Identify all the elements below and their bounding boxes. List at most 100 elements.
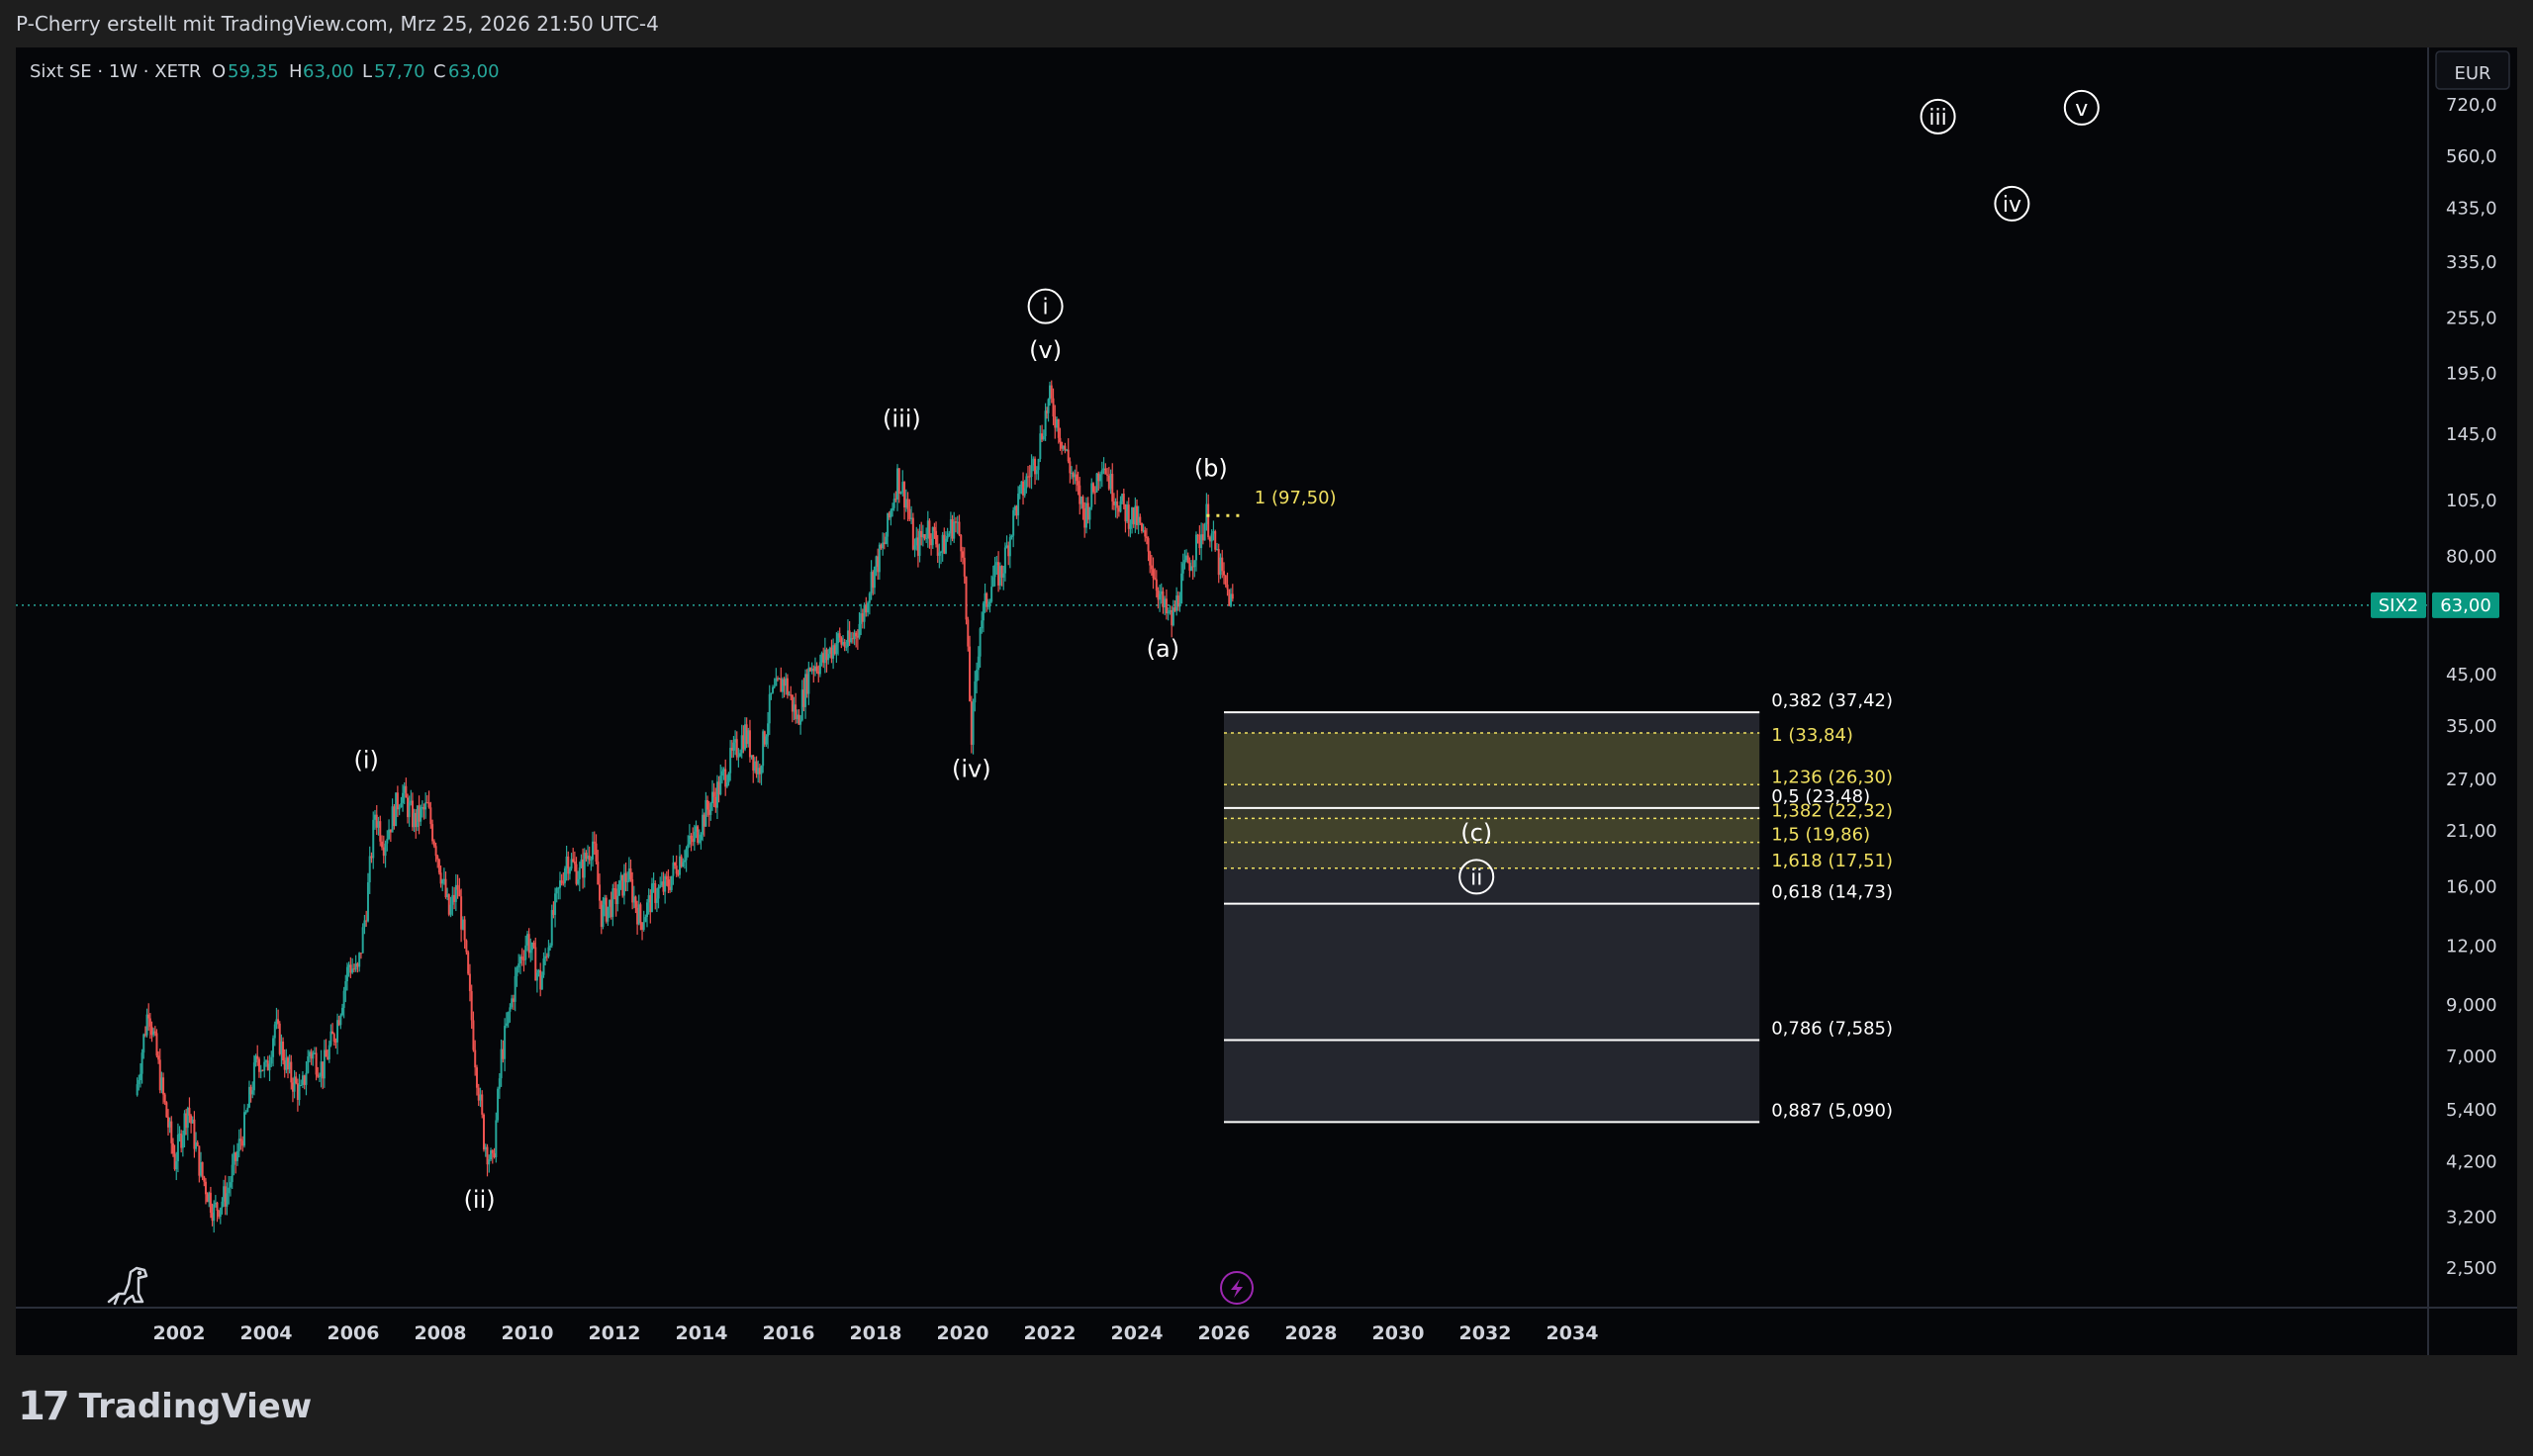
candle-body <box>1100 470 1103 475</box>
candle-body <box>1164 598 1167 608</box>
currency-badge[interactable]: EUR <box>2435 50 2510 90</box>
candle-body <box>1210 533 1213 542</box>
candle-body <box>1102 468 1105 471</box>
candle-body <box>1010 535 1013 538</box>
candle-body <box>944 538 947 554</box>
candle-body <box>570 859 573 869</box>
candle-body <box>880 544 883 549</box>
candle-body <box>993 565 996 578</box>
candle-body <box>745 724 748 745</box>
candle-body <box>695 826 698 832</box>
candle-body <box>690 835 693 839</box>
candle-body <box>411 800 414 828</box>
price-chart[interactable]: 0,382 (37,42) 0,5 (23,48) 0,618 (14,73) 0,7… <box>16 47 2517 1355</box>
fib-extension-zone <box>1224 818 1760 843</box>
candle-body <box>920 530 923 538</box>
candle-body <box>631 878 634 903</box>
candle-body <box>396 792 399 810</box>
legend-close-label: C <box>433 61 446 82</box>
candle-body <box>815 666 818 672</box>
candle-body <box>1157 591 1160 600</box>
candle-body <box>534 947 537 981</box>
candle-body <box>707 809 710 815</box>
candle-body <box>702 814 704 835</box>
candle-body <box>634 896 637 908</box>
time-tick-label: 2024 <box>1111 1322 1164 1344</box>
candle-body <box>1034 458 1037 475</box>
wave-circle-text: iv <box>2003 193 2021 218</box>
candle-body <box>1172 607 1174 626</box>
candle-body <box>315 1052 318 1075</box>
candle-body <box>368 856 371 883</box>
candle-body <box>204 1181 207 1195</box>
candle-body <box>1160 591 1163 594</box>
candle-body <box>611 888 614 918</box>
candle-body <box>1145 536 1148 539</box>
candle-body <box>241 1140 244 1146</box>
candle-body <box>1018 486 1021 495</box>
candle-body <box>407 797 409 818</box>
candle-body <box>313 1052 316 1054</box>
candle-body <box>243 1112 245 1146</box>
candle-body <box>915 537 918 546</box>
candle-body <box>883 542 886 545</box>
candle-body <box>717 781 720 795</box>
candle-body <box>846 630 849 647</box>
symbol-legend[interactable]: Sixt SE · 1W · XETR O 59,35 H 63,00 L 57… <box>30 61 500 82</box>
candle-body <box>439 872 442 884</box>
price-scale-panel[interactable] <box>2428 47 2517 1308</box>
candle-body <box>799 720 802 725</box>
candle-body <box>744 724 746 750</box>
candle-body <box>1052 398 1055 417</box>
candle-body <box>976 670 979 682</box>
candle-body <box>778 678 781 680</box>
chart-panel[interactable]: 0,382 (37,42) 0,5 (23,48) 0,618 (14,73) 0,7… <box>16 47 2517 1355</box>
candle-body <box>235 1150 238 1161</box>
candle-body <box>1196 534 1199 536</box>
candle-body <box>1230 593 1233 606</box>
candle-body <box>933 526 936 531</box>
candle-body <box>186 1107 189 1129</box>
candle-body <box>610 899 612 918</box>
candle-body <box>421 806 423 808</box>
symbol-badge <box>2371 592 2426 618</box>
candle-body <box>693 831 696 843</box>
candle-body <box>479 1094 482 1101</box>
candle-body <box>468 973 471 992</box>
wave-circle <box>1920 98 1956 135</box>
candle-body <box>157 1055 160 1060</box>
candle-body <box>231 1164 234 1183</box>
candle-body <box>1035 470 1038 475</box>
candle-body <box>604 897 607 905</box>
candle-body <box>899 492 902 495</box>
candle-body <box>143 1034 146 1036</box>
fib-extension-label: 1,5 (19,86) <box>1771 825 1870 846</box>
time-tick-label: 2006 <box>328 1322 380 1344</box>
candle-body <box>200 1161 202 1176</box>
candle-body <box>436 856 439 860</box>
candle-body <box>770 692 773 694</box>
candle-body <box>609 899 611 907</box>
lightning-icon[interactable] <box>1220 1271 1254 1305</box>
wave-label: (b) <box>1194 455 1228 483</box>
tradingview-logo[interactable]: 17 TradingView <box>18 1384 312 1429</box>
candle-body <box>1075 474 1078 482</box>
candle-body <box>323 1049 326 1079</box>
candle-body <box>851 638 854 640</box>
price-tick-label: 16,00 <box>2446 877 2497 898</box>
candle-body <box>1090 483 1093 507</box>
candle-body <box>943 534 946 554</box>
candle-body <box>652 883 655 885</box>
candle-body <box>908 508 911 519</box>
candle-body <box>1079 485 1081 504</box>
candle-body <box>780 678 783 692</box>
candle-body <box>685 848 688 861</box>
candle-body <box>675 865 678 874</box>
candle-body <box>755 761 758 774</box>
candle-body <box>366 882 369 922</box>
price-badge-text: 63,00 <box>2440 595 2491 616</box>
candle-body <box>549 945 552 948</box>
candle-body <box>320 1061 323 1077</box>
candle-body <box>356 963 359 967</box>
candle-body <box>953 521 956 539</box>
